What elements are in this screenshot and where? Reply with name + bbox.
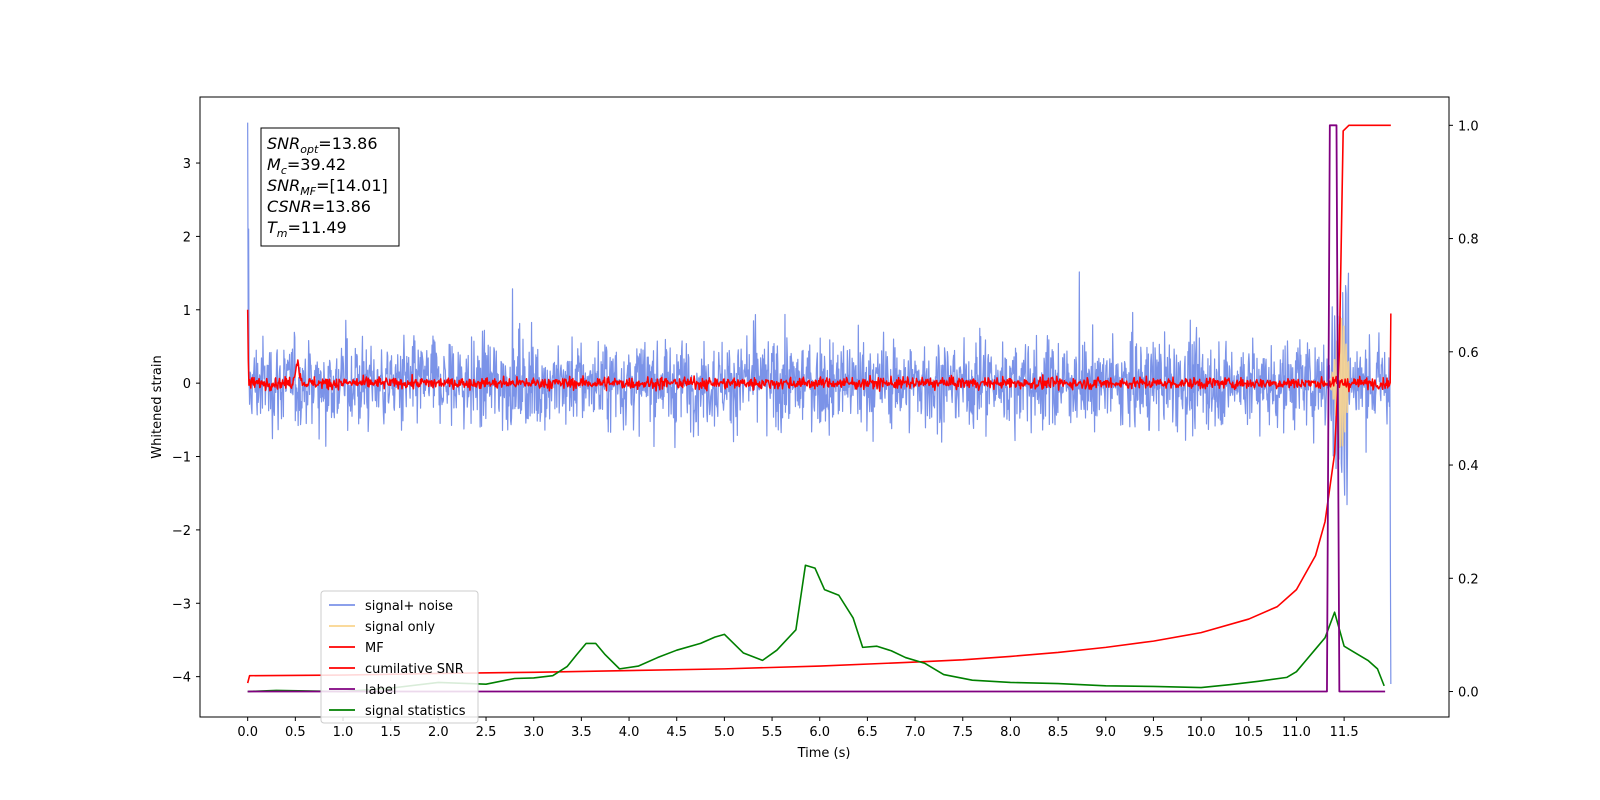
series-layer — [246, 122, 1392, 693]
y2-tick-label: 0.2 — [1458, 572, 1479, 587]
x-tick-label: 5.5 — [762, 725, 783, 740]
y2-tick-label: 0.6 — [1458, 346, 1479, 361]
x-tick-label: 11.0 — [1282, 725, 1311, 740]
x-tick-label: 2.5 — [476, 725, 497, 740]
x-tick-label: 3.0 — [523, 725, 544, 740]
annotation-line: SNRMF=[14.01] — [267, 176, 388, 198]
annotation-frame — [260, 127, 400, 247]
y2-tick-label: 0.8 — [1458, 233, 1479, 248]
x-tick-label: 8.5 — [1048, 725, 1069, 740]
legend: signal+ noise signal only MF cumilative SNR… — [320, 590, 479, 724]
y2-axis-ticks: 1.0 0.8 0.6 0.4 0.2 0.0 — [1449, 119, 1479, 701]
x-axis-label: Time (s) — [797, 746, 851, 761]
x-tick-label: 6.0 — [809, 725, 830, 740]
legend-frame — [320, 590, 479, 724]
legend-label: signal statistics — [365, 704, 466, 719]
y-tick-label: −1 — [172, 451, 191, 466]
x-tick-label: 0.5 — [285, 725, 306, 740]
series-signal-plus-noise — [247, 122, 1392, 684]
x-tick-label: 10.5 — [1234, 725, 1263, 740]
series-mf — [246, 309, 1392, 393]
series-label — [247, 124, 1386, 693]
x-tick-label: 6.5 — [857, 725, 878, 740]
x-tick-label: 7.0 — [905, 725, 926, 740]
legend-label: signal+ noise — [365, 599, 453, 614]
y2-tick-label: 0.0 — [1458, 686, 1479, 701]
x-tick-label: 10.0 — [1187, 725, 1216, 740]
x-tick-label: 2.0 — [428, 725, 449, 740]
y2-tick-label: 1.0 — [1458, 119, 1479, 134]
x-tick-label: 4.0 — [619, 725, 640, 740]
series-signal-statistics — [247, 564, 1385, 693]
y-axis-label: Whitened strain — [150, 355, 165, 458]
legend-label: signal only — [365, 620, 435, 635]
y-tick-label: 1 — [183, 304, 191, 319]
legend-label: label — [365, 683, 396, 698]
series-cumulative-snr — [246, 124, 1391, 684]
x-tick-label: 7.5 — [952, 725, 973, 740]
x-tick-label: 1.5 — [380, 725, 401, 740]
annotation-line: CSNR=13.86 — [267, 197, 371, 216]
x-tick-label: 4.5 — [666, 725, 687, 740]
y2-tick-label: 0.4 — [1458, 459, 1479, 474]
legend-label: cumilative SNR — [365, 662, 464, 677]
plot-frame — [199, 96, 1450, 718]
legend-label: MF — [365, 641, 384, 656]
annotation-box: SNRopt=13.86Mc=39.42SNRMF=[14.01]CSNR=13… — [260, 127, 400, 247]
y-axis-ticks: 3 2 1 0 −1 −2 −3 −4 — [172, 157, 200, 686]
y-tick-label: 2 — [183, 230, 191, 245]
y-tick-label: 3 — [183, 157, 191, 172]
x-tick-label: 3.5 — [571, 725, 592, 740]
annotation-line: SNRopt=13.86 — [267, 134, 378, 156]
annotation-line: Mc=39.42 — [267, 155, 346, 177]
y-tick-label: −3 — [172, 597, 191, 612]
y-tick-label: 0 — [183, 377, 191, 392]
annotation-line: Tm=11.49 — [267, 218, 347, 240]
x-tick-label: 11.5 — [1330, 725, 1359, 740]
x-tick-label: 0.0 — [237, 725, 258, 740]
y-tick-label: −2 — [172, 524, 191, 539]
x-axis-ticks: 0.0 0.5 1.0 1.5 2.0 2.5 3.0 3.5 4.0 4.5 5.0 5.5 6.0 6… — [237, 717, 1359, 740]
x-tick-label: 5.0 — [714, 725, 735, 740]
x-tick-label: 8.0 — [1000, 725, 1021, 740]
x-tick-label: 9.5 — [1143, 725, 1164, 740]
x-tick-label: 1.0 — [333, 725, 354, 740]
x-tick-label: 9.0 — [1095, 725, 1116, 740]
y-tick-label: −4 — [172, 671, 191, 686]
